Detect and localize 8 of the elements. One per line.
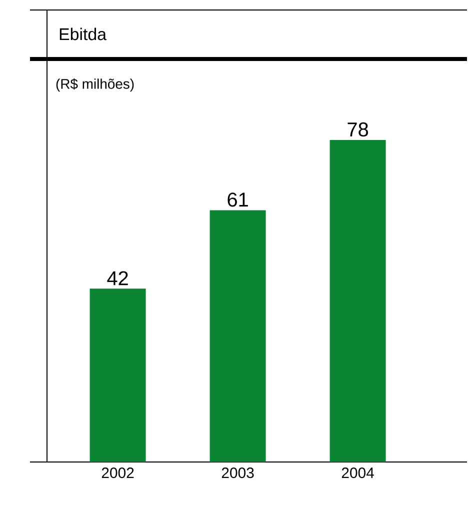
x-tick-label: 2004 — [342, 468, 374, 478]
x-tick-label: 2003 — [222, 468, 254, 478]
x-tick-label: 2002 — [102, 468, 134, 478]
data-label: 78 — [348, 122, 368, 137]
chart-title: Ebitda — [60, 28, 107, 40]
data-label: 42 — [107, 271, 128, 286]
chart-subtitle: (R$ milhões) — [56, 78, 134, 92]
data-label: 61 — [228, 192, 248, 207]
